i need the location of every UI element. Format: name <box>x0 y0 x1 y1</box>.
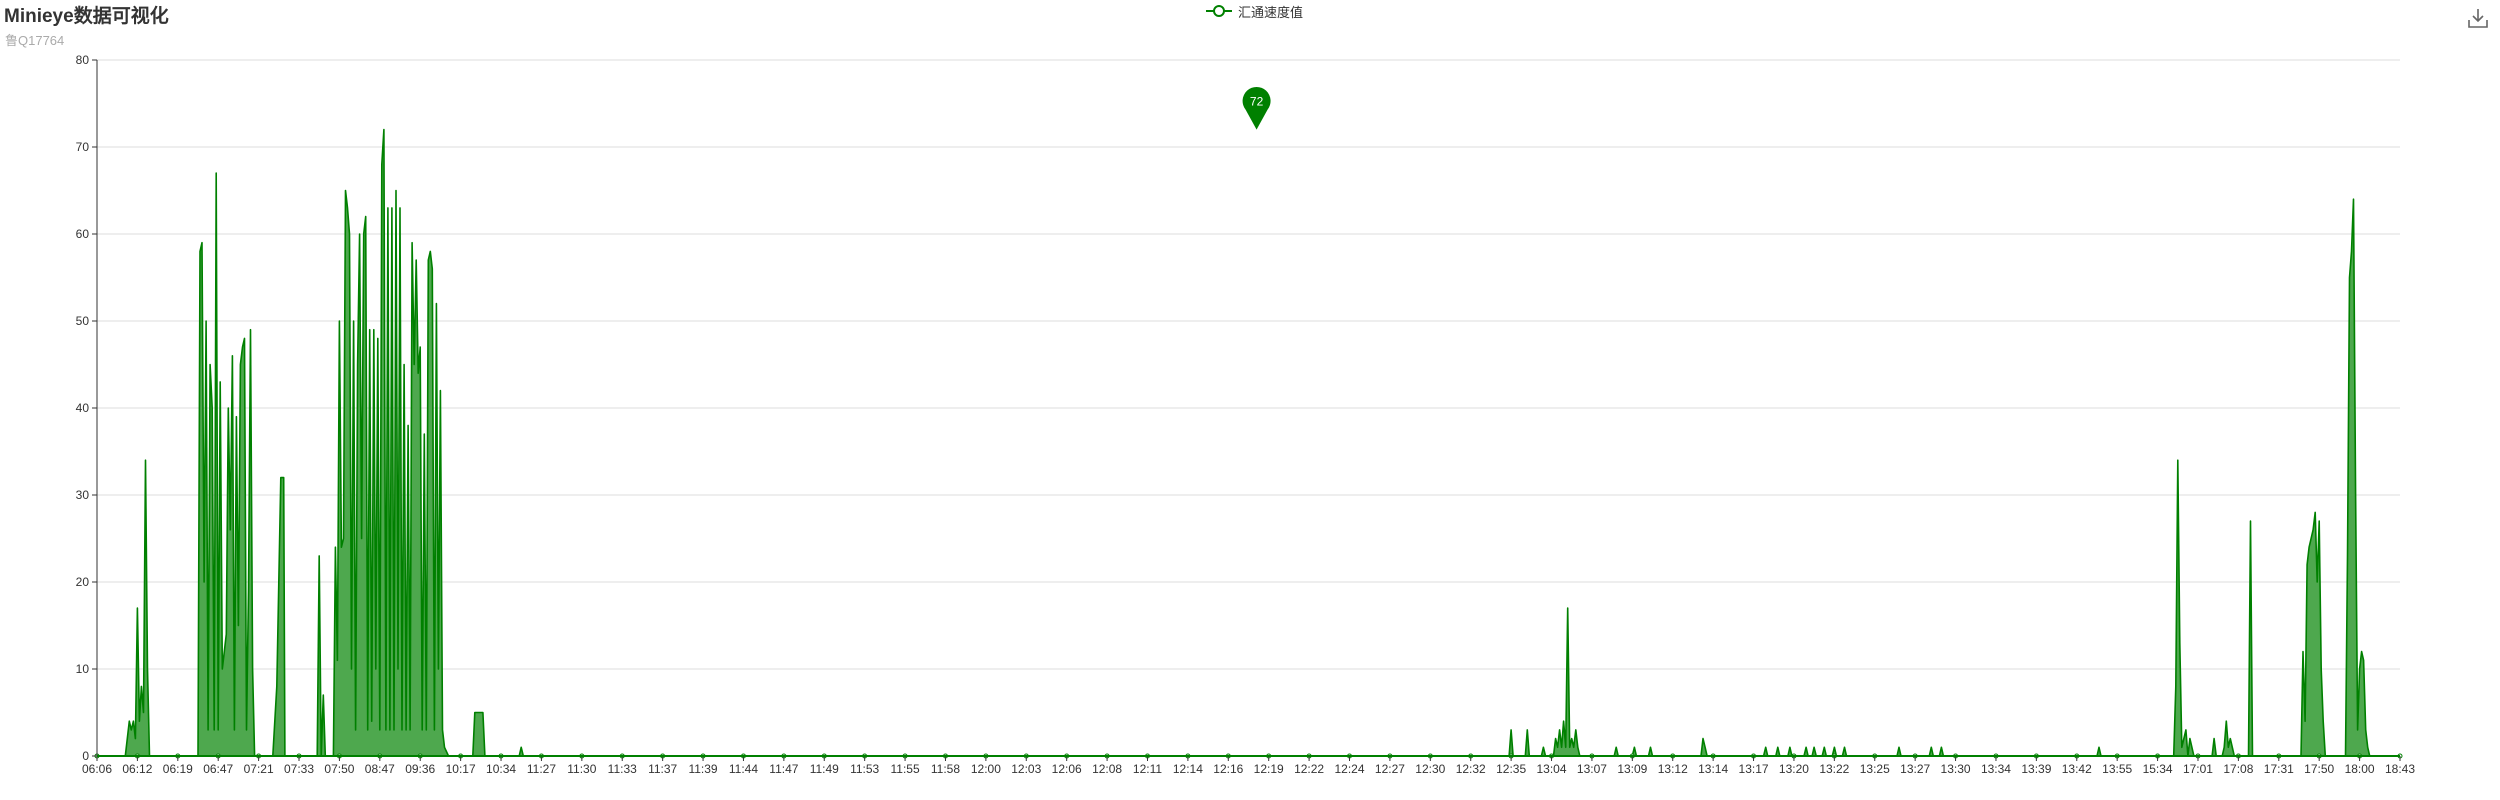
x-tick-label: 13:07 <box>1577 762 1607 776</box>
x-tick-label: 12:11 <box>1133 762 1162 776</box>
x-tick-label: 13:12 <box>1658 762 1688 776</box>
x-tick-label: 12:35 <box>1496 762 1526 776</box>
y-tick-label: 30 <box>76 488 90 502</box>
x-tick-label: 12:00 <box>971 762 1001 776</box>
markpoint-layer: 72 <box>1242 86 1271 130</box>
y-tick-label: 80 <box>76 53 90 67</box>
x-tick-label: 09:36 <box>405 762 435 776</box>
x-tick-label: 13:27 <box>1900 762 1930 776</box>
y-tick-label: 60 <box>76 227 90 241</box>
x-tick-label: 13:17 <box>1739 762 1769 776</box>
x-tick-label: 11:37 <box>648 762 677 776</box>
x-tick-label: 13:42 <box>2062 762 2092 776</box>
x-tick-label: 07:21 <box>244 762 274 776</box>
series-line <box>97 128 2398 757</box>
x-tick-label: 13:14 <box>1698 762 1728 776</box>
x-tick-label: 17:08 <box>2223 762 2253 776</box>
download-icon <box>2468 9 2488 28</box>
x-tick-label: 12:22 <box>1294 762 1324 776</box>
x-tick-label: 17:01 <box>2183 762 2213 776</box>
x-tick-label: 15:34 <box>2143 762 2173 776</box>
axes: 0 10 20 30 40 50 60 70 80 06:06 06:12 06:19 06:47 07:… <box>76 53 2416 776</box>
x-tick-label: 13:39 <box>2021 762 2051 776</box>
markpoint-pin <box>1242 86 1271 130</box>
legend-label: 汇通速度值 <box>1238 4 1304 20</box>
x-tick-label: 06:19 <box>163 762 193 776</box>
x-tick-label: 08:47 <box>365 762 395 776</box>
x-tick-label: 13:22 <box>1819 762 1849 776</box>
x-tick-label: 11:55 <box>890 762 919 776</box>
x-tick-label: 11:39 <box>688 762 717 776</box>
x-tick-label: 13:55 <box>2102 762 2132 776</box>
y-tick-label: 50 <box>76 314 90 328</box>
x-tick-label: 12:19 <box>1254 762 1284 776</box>
x-tick-label: 07:50 <box>324 762 354 776</box>
x-tick-label: 13:34 <box>1981 762 2011 776</box>
x-tick-label: 10:17 <box>446 762 476 776</box>
x-tick-label: 13:25 <box>1860 762 1890 776</box>
markpoint-label: 72 <box>1250 95 1264 109</box>
x-tick-label: 13:09 <box>1617 762 1647 776</box>
y-tick-label: 0 <box>82 749 89 763</box>
x-tick-label: 12:27 <box>1375 762 1405 776</box>
x-tick-label: 11:47 <box>769 762 798 776</box>
x-tick-label: 18:00 <box>2345 762 2375 776</box>
x-tick-label: 12:24 <box>1334 762 1364 776</box>
legend[interactable]: 汇通速度值 <box>1206 1 1303 21</box>
x-tick-label: 17:50 <box>2304 762 2334 776</box>
x-tick-label: 11:49 <box>810 762 839 776</box>
x-tick-label: 11:27 <box>527 762 556 776</box>
grid-lines <box>97 59 2400 670</box>
x-tick-label: 13:04 <box>1537 762 1567 776</box>
legend-line-circle-icon <box>1206 5 1232 17</box>
x-tick-label: 06:12 <box>122 762 152 776</box>
download-button[interactable] <box>2466 6 2490 30</box>
x-tick-label: 07:33 <box>284 762 314 776</box>
x-tick-label: 11:44 <box>729 762 758 776</box>
x-tick-label: 11:58 <box>931 762 960 776</box>
x-tick-label: 12:06 <box>1052 762 1082 776</box>
y-tick-label: 10 <box>76 662 90 676</box>
x-tick-label: 12:16 <box>1213 762 1243 776</box>
y-tick-label: 70 <box>76 140 90 154</box>
chart-subtitle: 鲁Q17764 <box>5 33 65 48</box>
x-tick-label: 12:03 <box>1011 762 1041 776</box>
chart-title: Minieye数据可视化 <box>4 6 169 27</box>
x-tick-label: 12:32 <box>1456 762 1486 776</box>
x-tick-label: 13:30 <box>1941 762 1971 776</box>
x-tick-label: 11:30 <box>567 762 596 776</box>
x-tick-label: 17:31 <box>2264 762 2294 776</box>
x-tick-label: 11:33 <box>608 762 637 776</box>
series-layer <box>94 128 2403 759</box>
y-tick-label: 20 <box>76 575 90 589</box>
x-tick-label: 18:43 <box>2385 762 2415 776</box>
x-tick-label: 11:53 <box>850 762 879 776</box>
x-tick-label: 13:20 <box>1779 762 1809 776</box>
x-tick-label: 06:47 <box>203 762 233 776</box>
y-tick-label: 40 <box>76 401 90 415</box>
x-tick-label: 12:14 <box>1173 762 1203 776</box>
x-tick-label: 10:34 <box>486 762 516 776</box>
x-tick-label: 06:06 <box>82 762 112 776</box>
x-tick-label: 12:08 <box>1092 762 1122 776</box>
x-tick-label: 12:30 <box>1415 762 1445 776</box>
